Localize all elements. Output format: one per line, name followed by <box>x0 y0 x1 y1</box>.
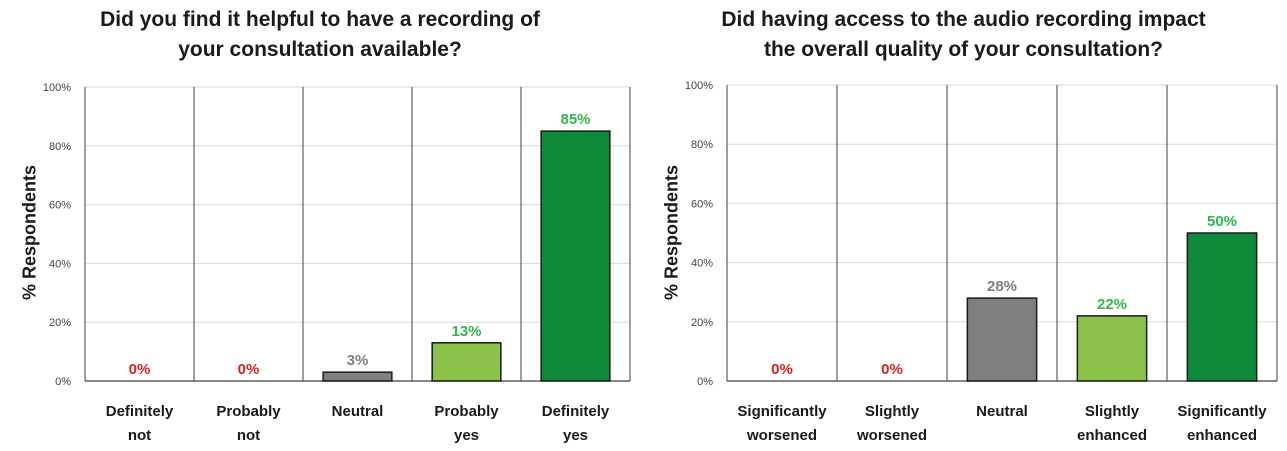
chart-panel-quality: Did having access to the audio recording… <box>640 0 1287 451</box>
y-tick-label: 80% <box>49 141 71 153</box>
data-label: 3% <box>347 352 369 369</box>
category-label: worsened <box>746 427 817 444</box>
y-tick-label: 40% <box>49 258 71 270</box>
y-tick-label: 40% <box>691 258 713 270</box>
y-tick-label: 20% <box>691 317 713 329</box>
bar <box>966 297 1038 382</box>
data-label: 0% <box>771 361 793 378</box>
category-label: worsened <box>856 427 927 444</box>
y-tick-label: 60% <box>49 200 71 212</box>
category-label: yes <box>563 427 588 444</box>
category-label: Significantly <box>737 403 827 420</box>
chart-panel-helpful: Did you find it helpful to have a record… <box>0 0 640 451</box>
bar <box>322 371 393 382</box>
category-label: Significantly <box>1177 403 1267 420</box>
category-label: Slightly <box>865 403 920 420</box>
y-tick-label: 60% <box>691 198 713 210</box>
chart-svg: 0% 20% 40% 60% 80% 100% 0% Significantly worsene… <box>685 80 1278 444</box>
y-tick-label: 100% <box>43 82 71 94</box>
category-label: Neutral <box>332 403 384 420</box>
y-tick-label: 100% <box>685 80 713 92</box>
data-label: 50% <box>1207 213 1237 230</box>
bar <box>1076 315 1148 382</box>
data-label: 0% <box>238 361 260 378</box>
category-label: Probably <box>434 403 499 420</box>
chart-title-line-2: your consultation available? <box>178 38 462 61</box>
y-tick-label: 20% <box>49 317 71 329</box>
data-label: 22% <box>1097 296 1127 313</box>
data-label: 13% <box>451 323 481 340</box>
data-label: 28% <box>987 278 1017 295</box>
category-label: not <box>237 427 260 444</box>
category-label: enhanced <box>1077 427 1147 444</box>
y-tick-label: 80% <box>691 139 713 151</box>
chart-title-line-1: Did having access to the audio recording… <box>721 8 1206 31</box>
category-label: Definitely <box>106 403 174 420</box>
category-label: Slightly <box>1085 403 1140 420</box>
chart-title-line-1: Did you find it helpful to have a record… <box>100 8 540 31</box>
data-label: 0% <box>881 361 903 378</box>
category-label: Probably <box>216 403 281 420</box>
y-tick-label: 0% <box>697 376 713 388</box>
bar <box>540 130 611 382</box>
data-label: 85% <box>560 111 590 128</box>
chart-svg: 0% 20% 40% 60% 80% 100% 0% Definitely not 0% Proba… <box>43 82 631 444</box>
chart-title-line-2: the overall quality of your consultation… <box>763 38 1164 61</box>
bar <box>1186 232 1258 382</box>
category-label: enhanced <box>1187 427 1257 444</box>
data-label: 0% <box>129 361 151 378</box>
category-label: Definitely <box>542 403 610 420</box>
y-tick-label: 0% <box>55 376 71 388</box>
category-label: yes <box>454 427 479 444</box>
bar <box>431 342 502 382</box>
category-label: not <box>128 427 151 444</box>
category-label: Neutral <box>976 403 1028 420</box>
